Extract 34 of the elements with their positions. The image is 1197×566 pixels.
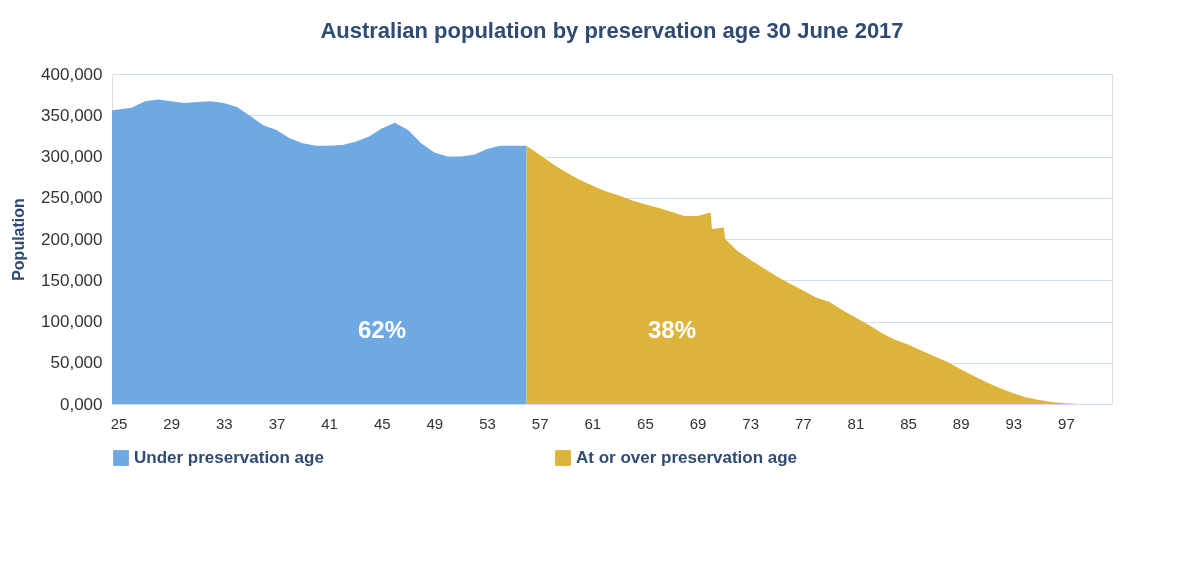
y-tick-label: 350,000 (41, 105, 103, 125)
legend-label: At or over preservation age (576, 448, 798, 467)
y-tick-label: 300,000 (41, 147, 103, 166)
y-tick-label: 200,000 (41, 229, 103, 249)
y-tick-label: 150,000 (41, 270, 103, 290)
x-tick-label: 69 (689, 414, 707, 432)
x-tick-label: 33 (216, 414, 233, 432)
x-tick-label: 65 (637, 414, 654, 432)
annotation: 62% (357, 316, 407, 344)
x-tick-label: 73 (742, 414, 759, 432)
x-tick-label: 93 (1005, 414, 1023, 432)
x-tick-label: 57 (531, 414, 549, 432)
x-tick-label: 97 (1058, 414, 1075, 432)
y-tick-label: 50,000 (50, 353, 103, 373)
x-tick-label: 81 (847, 414, 865, 432)
x-tick-label: 45 (373, 414, 391, 432)
x-tick-label: 77 (794, 414, 812, 432)
x-tick-label: 25 (110, 414, 128, 432)
x-tick-label: 85 (900, 414, 917, 432)
y-tick-label: 100,000 (41, 312, 103, 331)
x-tick-label: 49 (426, 414, 444, 432)
x-tick-label: 29 (163, 414, 181, 432)
annotation: 38% (647, 316, 697, 344)
x-tick-label: 37 (268, 414, 286, 432)
x-tick-label: 41 (321, 414, 338, 432)
y-axis-title: Population (10, 198, 28, 281)
chart-title: Australian population by preservation age 30 June 2017 (320, 18, 904, 43)
x-tick-label: 61 (584, 414, 602, 432)
legend-label: Under preservation age (134, 448, 324, 467)
y-tick-label: 0,000 (59, 394, 103, 414)
x-tick-label: 89 (952, 414, 970, 432)
y-tick-label: 400,000 (41, 64, 103, 84)
y-tick-label: 250,000 (41, 188, 103, 208)
x-tick-label: 53 (479, 414, 496, 432)
